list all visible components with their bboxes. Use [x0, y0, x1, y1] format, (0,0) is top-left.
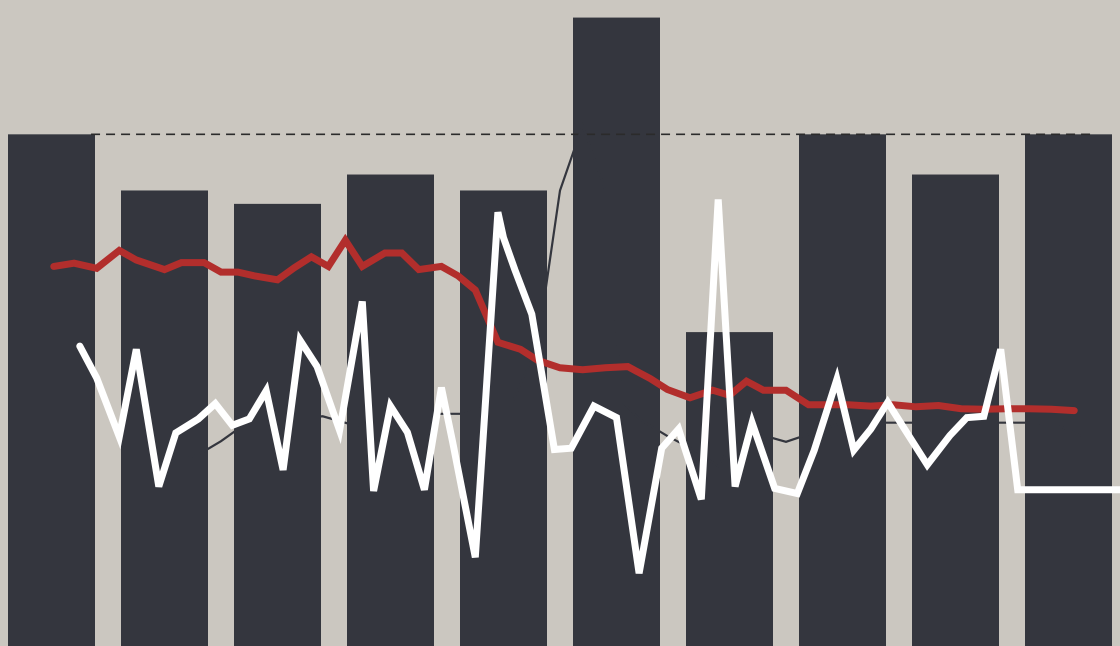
series-line-thin-dark	[152, 122, 1081, 468]
bar-3	[234, 203, 321, 646]
bar-10	[1025, 134, 1112, 646]
bar-5	[460, 190, 547, 646]
line-group	[50, 122, 1120, 574]
bar-1	[8, 134, 95, 646]
series-line-thick-white	[76, 199, 1120, 574]
